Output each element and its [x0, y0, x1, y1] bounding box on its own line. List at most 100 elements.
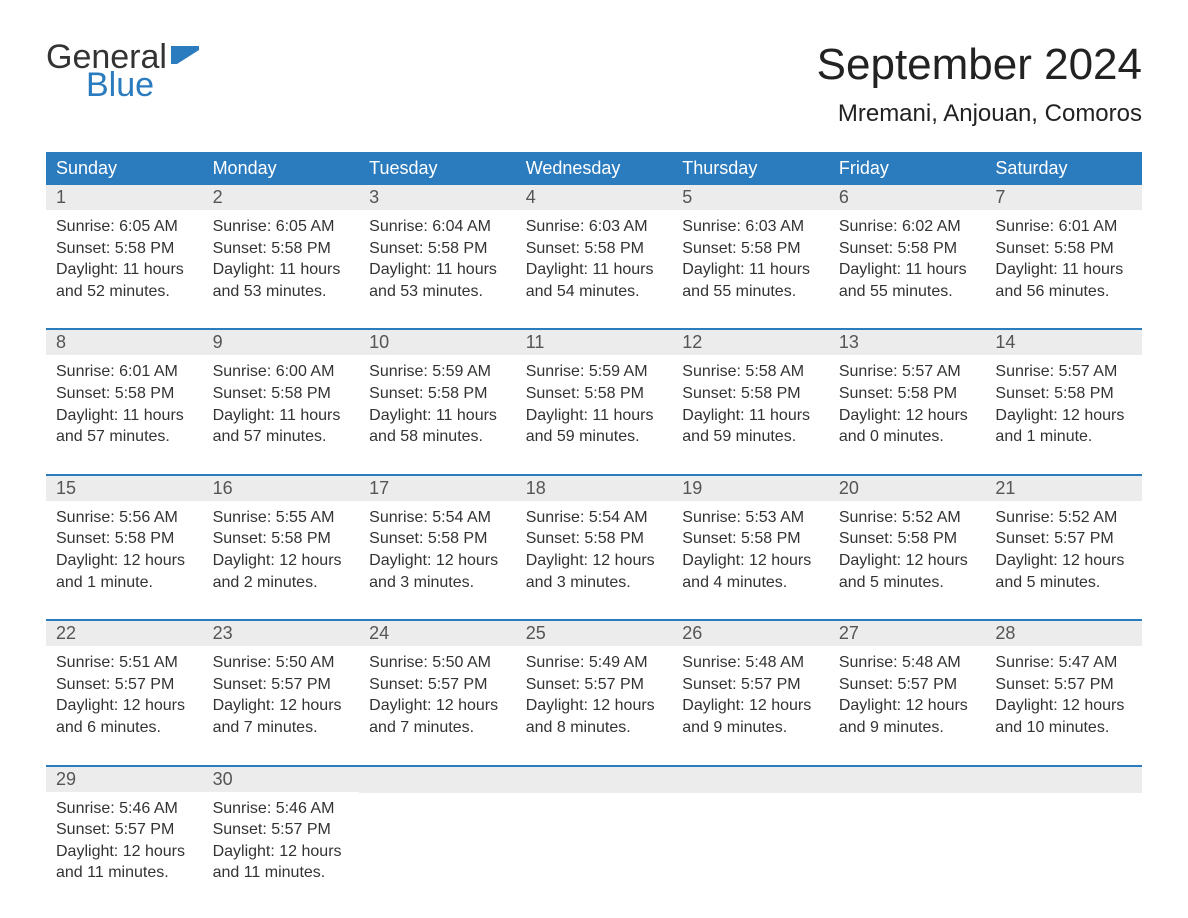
weekday-header: Wednesday [516, 152, 673, 185]
sunset-line: Sunset: 5:57 PM [526, 674, 663, 696]
day-number: 26 [672, 621, 829, 646]
calendar-week: 8Sunrise: 6:01 AMSunset: 5:58 PMDaylight… [46, 328, 1142, 451]
sunrise-line: Sunrise: 5:59 AM [369, 361, 506, 383]
sunset-line: Sunset: 5:57 PM [839, 674, 976, 696]
logo: General Blue [46, 40, 201, 102]
sunrise-line: Sunrise: 5:56 AM [56, 507, 193, 529]
sunrise-line: Sunrise: 5:52 AM [995, 507, 1132, 529]
calendar-cell: 26Sunrise: 5:48 AMSunset: 5:57 PMDayligh… [672, 621, 829, 742]
calendar-cell: 19Sunrise: 5:53 AMSunset: 5:58 PMDayligh… [672, 476, 829, 597]
weekday-header-row: Sunday Monday Tuesday Wednesday Thursday… [46, 152, 1142, 185]
day-details: Sunrise: 6:01 AMSunset: 5:58 PMDaylight:… [46, 355, 203, 451]
daylight-line: Daylight: 11 hours and 57 minutes. [213, 405, 350, 448]
daylight-line: Daylight: 12 hours and 10 minutes. [995, 695, 1132, 738]
day-number: 8 [46, 330, 203, 355]
sunrise-line: Sunrise: 6:05 AM [213, 216, 350, 238]
day-details: Sunrise: 5:55 AMSunset: 5:58 PMDaylight:… [203, 501, 360, 597]
sunrise-line: Sunrise: 5:59 AM [526, 361, 663, 383]
calendar-cell: 27Sunrise: 5:48 AMSunset: 5:57 PMDayligh… [829, 621, 986, 742]
day-details: Sunrise: 5:46 AMSunset: 5:57 PMDaylight:… [46, 792, 203, 888]
day-number: 28 [985, 621, 1142, 646]
daylight-line: Daylight: 12 hours and 1 minute. [995, 405, 1132, 448]
day-details: Sunrise: 5:52 AMSunset: 5:58 PMDaylight:… [829, 501, 986, 597]
sunrise-line: Sunrise: 5:57 AM [995, 361, 1132, 383]
calendar-cell: 2Sunrise: 6:05 AMSunset: 5:58 PMDaylight… [203, 185, 360, 306]
sunset-line: Sunset: 5:58 PM [682, 528, 819, 550]
sunset-line: Sunset: 5:58 PM [213, 238, 350, 260]
sunrise-line: Sunrise: 5:46 AM [213, 798, 350, 820]
daylight-line: Daylight: 12 hours and 4 minutes. [682, 550, 819, 593]
day-number: 11 [516, 330, 673, 355]
day-number: 1 [46, 185, 203, 210]
daylight-line: Daylight: 12 hours and 3 minutes. [526, 550, 663, 593]
sunset-line: Sunset: 5:58 PM [995, 238, 1132, 260]
sunset-line: Sunset: 5:58 PM [839, 383, 976, 405]
calendar-cell: 23Sunrise: 5:50 AMSunset: 5:57 PMDayligh… [203, 621, 360, 742]
day-number: 24 [359, 621, 516, 646]
calendar-cell: 28Sunrise: 5:47 AMSunset: 5:57 PMDayligh… [985, 621, 1142, 742]
sunrise-line: Sunrise: 6:05 AM [56, 216, 193, 238]
day-details: Sunrise: 6:03 AMSunset: 5:58 PMDaylight:… [516, 210, 673, 306]
day-details: Sunrise: 5:50 AMSunset: 5:57 PMDaylight:… [203, 646, 360, 742]
day-number: 23 [203, 621, 360, 646]
day-number: 13 [829, 330, 986, 355]
day-details: Sunrise: 5:48 AMSunset: 5:57 PMDaylight:… [672, 646, 829, 742]
calendar-cell [985, 767, 1142, 888]
sunset-line: Sunset: 5:57 PM [995, 528, 1132, 550]
day-number [672, 767, 829, 793]
sunrise-line: Sunrise: 5:51 AM [56, 652, 193, 674]
daylight-line: Daylight: 12 hours and 6 minutes. [56, 695, 193, 738]
sunset-line: Sunset: 5:57 PM [213, 819, 350, 841]
daylight-line: Daylight: 12 hours and 1 minute. [56, 550, 193, 593]
calendar-cell: 4Sunrise: 6:03 AMSunset: 5:58 PMDaylight… [516, 185, 673, 306]
calendar-cell [829, 767, 986, 888]
day-details: Sunrise: 5:58 AMSunset: 5:58 PMDaylight:… [672, 355, 829, 451]
sunset-line: Sunset: 5:58 PM [839, 528, 976, 550]
daylight-line: Daylight: 12 hours and 11 minutes. [213, 841, 350, 884]
day-details: Sunrise: 5:47 AMSunset: 5:57 PMDaylight:… [985, 646, 1142, 742]
sunset-line: Sunset: 5:58 PM [369, 528, 506, 550]
sunrise-line: Sunrise: 5:55 AM [213, 507, 350, 529]
calendar-cell: 12Sunrise: 5:58 AMSunset: 5:58 PMDayligh… [672, 330, 829, 451]
sunrise-line: Sunrise: 5:52 AM [839, 507, 976, 529]
day-details: Sunrise: 5:56 AMSunset: 5:58 PMDaylight:… [46, 501, 203, 597]
day-number: 4 [516, 185, 673, 210]
day-number: 7 [985, 185, 1142, 210]
day-number [359, 767, 516, 793]
calendar-cell: 17Sunrise: 5:54 AMSunset: 5:58 PMDayligh… [359, 476, 516, 597]
sunset-line: Sunset: 5:57 PM [369, 674, 506, 696]
sunrise-line: Sunrise: 6:04 AM [369, 216, 506, 238]
sunset-line: Sunset: 5:58 PM [213, 528, 350, 550]
day-number: 9 [203, 330, 360, 355]
sunrise-line: Sunrise: 6:01 AM [995, 216, 1132, 238]
calendar-week: 15Sunrise: 5:56 AMSunset: 5:58 PMDayligh… [46, 474, 1142, 597]
sunrise-line: Sunrise: 6:01 AM [56, 361, 193, 383]
day-details: Sunrise: 6:00 AMSunset: 5:58 PMDaylight:… [203, 355, 360, 451]
location-subtitle: Mremani, Anjouan, Comoros [817, 100, 1142, 128]
weekday-header: Monday [203, 152, 360, 185]
daylight-line: Daylight: 12 hours and 9 minutes. [839, 695, 976, 738]
day-number: 19 [672, 476, 829, 501]
sunrise-line: Sunrise: 6:00 AM [213, 361, 350, 383]
sunset-line: Sunset: 5:57 PM [56, 819, 193, 841]
daylight-line: Daylight: 12 hours and 8 minutes. [526, 695, 663, 738]
sunset-line: Sunset: 5:57 PM [995, 674, 1132, 696]
logo-word-2: Blue [86, 68, 154, 102]
sunset-line: Sunset: 5:58 PM [56, 238, 193, 260]
sunset-line: Sunset: 5:57 PM [682, 674, 819, 696]
calendar-week: 22Sunrise: 5:51 AMSunset: 5:57 PMDayligh… [46, 619, 1142, 742]
sunset-line: Sunset: 5:58 PM [526, 383, 663, 405]
day-number [985, 767, 1142, 793]
sunset-line: Sunset: 5:58 PM [213, 383, 350, 405]
calendar-cell: 5Sunrise: 6:03 AMSunset: 5:58 PMDaylight… [672, 185, 829, 306]
calendar-cell [359, 767, 516, 888]
daylight-line: Daylight: 12 hours and 5 minutes. [995, 550, 1132, 593]
title-block: September 2024 Mremani, Anjouan, Comoros [817, 40, 1142, 146]
daylight-line: Daylight: 11 hours and 55 minutes. [839, 259, 976, 302]
sunrise-line: Sunrise: 5:47 AM [995, 652, 1132, 674]
weekday-header: Thursday [672, 152, 829, 185]
day-number: 5 [672, 185, 829, 210]
sunrise-line: Sunrise: 6:03 AM [526, 216, 663, 238]
day-number: 3 [359, 185, 516, 210]
calendar-cell [516, 767, 673, 888]
